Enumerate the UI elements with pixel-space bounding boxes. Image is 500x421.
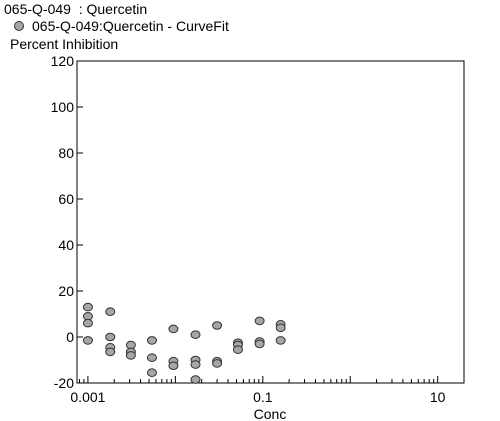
y-axis: -20 0 20 40 60 80 100 120: [51, 53, 83, 391]
legend: 065-Q-049:Quercetin - CurveFit: [14, 18, 229, 34]
x-axis-title: Conc: [254, 406, 287, 421]
data-point: [105, 332, 116, 342]
data-point: [105, 347, 116, 357]
data-point: [254, 339, 265, 349]
data-point: [168, 361, 179, 371]
y-tick-label: 120: [51, 53, 75, 69]
data-point: [232, 345, 243, 354]
data-point: [82, 318, 93, 328]
data-point: [212, 359, 223, 368]
data-point: [275, 336, 286, 345]
data-point: [168, 324, 179, 334]
chart-title: 065-Q-049 : Quercetin: [4, 1, 148, 17]
y-tick-label: 80: [58, 145, 74, 161]
y-tick-label: 100: [51, 99, 75, 115]
plot-frame: [76, 60, 465, 384]
data-point: [212, 321, 223, 330]
data-point: [146, 336, 157, 345]
data-point: [190, 360, 201, 369]
x-axis: 0.001 0.1 10: [70, 376, 465, 405]
data-point: [146, 353, 157, 363]
x-tick-label: 0.001: [70, 389, 105, 405]
y-tick-label: -20: [54, 375, 74, 391]
y-tick-label: 60: [58, 191, 74, 207]
data-point: [82, 336, 93, 345]
y-tick-label: 40: [58, 237, 74, 253]
legend-marker-icon: [14, 21, 24, 31]
x-tick-label: 10: [430, 389, 446, 405]
data-point: [125, 351, 136, 360]
data-point: [105, 307, 116, 317]
data-point: [190, 330, 201, 340]
legend-label: 065-Q-049:Quercetin - CurveFit: [32, 18, 229, 34]
data-point: [275, 323, 286, 333]
data-point: [254, 316, 265, 326]
y-tick-label: 20: [58, 283, 74, 299]
y-axis-title: Percent Inhibition: [10, 36, 119, 52]
data-points: [82, 302, 286, 384]
data-point: [82, 302, 93, 312]
data-point: [190, 375, 201, 384]
y-tick-label: 0: [66, 329, 74, 345]
data-point: [146, 368, 157, 377]
x-tick-label: 0.1: [253, 389, 273, 405]
